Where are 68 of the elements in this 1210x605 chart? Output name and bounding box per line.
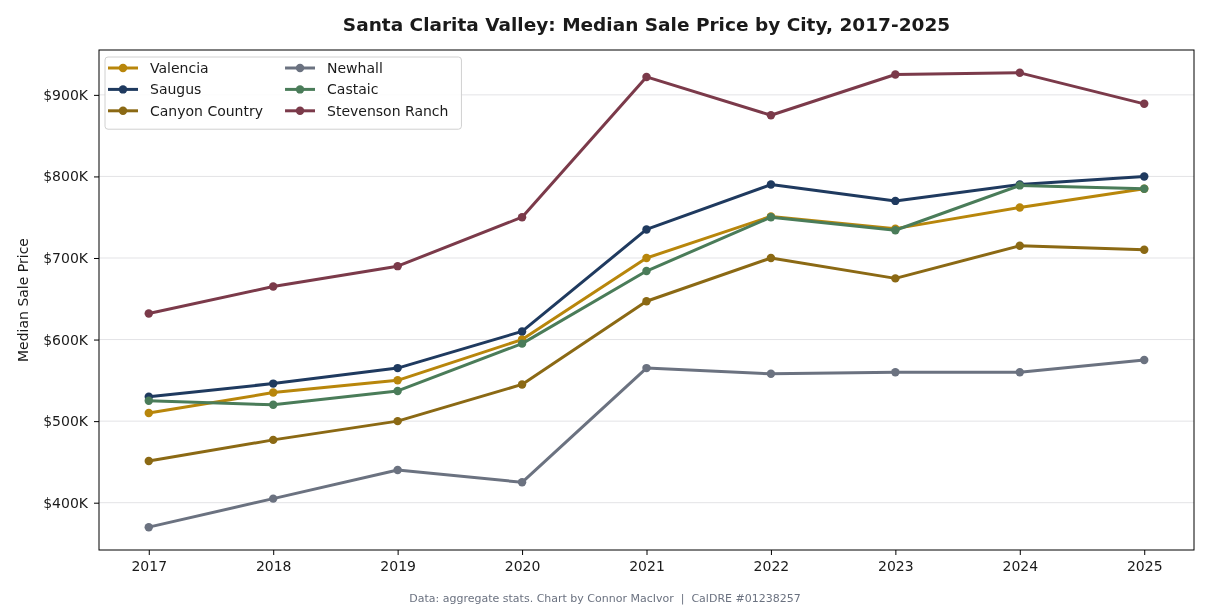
- point: [393, 416, 402, 426]
- chart-title: Santa Clarita Valley: Median Sale Price by City, 2017-2025: [342, 14, 951, 35]
- y-tick-label: $500K: [43, 413, 89, 430]
- point: [642, 297, 651, 306]
- y-tick-label: $800K: [43, 168, 89, 185]
- point: [517, 478, 527, 487]
- x-tick-label: 2023: [878, 557, 914, 574]
- point: [268, 282, 278, 291]
- y-tick-label: $600K: [43, 331, 89, 348]
- point: [1140, 355, 1149, 365]
- point: [642, 72, 651, 82]
- point: [393, 363, 402, 373]
- point: [766, 180, 776, 189]
- point: [268, 400, 278, 410]
- point: [766, 369, 776, 379]
- x-tick-label: 2021: [629, 557, 665, 574]
- point: [642, 266, 651, 276]
- point: [1015, 367, 1025, 377]
- point: [766, 253, 776, 263]
- text: Data: aggregate stats. Chart by Connor MacIvor | CalDRE #01238257: [409, 592, 801, 605]
- point: [144, 396, 153, 405]
- point: [268, 494, 278, 503]
- point: [517, 327, 527, 336]
- legend-label: Castaic: [327, 81, 379, 98]
- point: [517, 213, 527, 222]
- point: [642, 363, 651, 373]
- point: [642, 225, 651, 234]
- point: [144, 309, 153, 318]
- legend-label: Saugus: [150, 81, 202, 98]
- x-tick-label: 2018: [255, 557, 292, 574]
- point: [1140, 99, 1149, 109]
- point: [517, 339, 527, 348]
- point: [1140, 245, 1149, 255]
- point: [268, 388, 278, 397]
- point: [766, 111, 776, 120]
- legend-label: Stevenson Ranch: [327, 102, 449, 119]
- y-axis-title: Median Sale Price: [15, 238, 31, 362]
- point: [642, 253, 651, 263]
- point: [268, 435, 278, 445]
- legend-label: Valencia: [150, 60, 209, 76]
- point: [393, 465, 402, 475]
- point: [891, 367, 900, 377]
- point: [891, 70, 900, 79]
- point: [393, 386, 402, 396]
- point: [1140, 172, 1149, 181]
- point: [393, 376, 402, 385]
- x-tick-label: 2025: [1126, 557, 1163, 574]
- y-tick-label: $400K: [43, 494, 89, 511]
- point: [517, 380, 527, 389]
- point: [393, 261, 402, 271]
- x-tick-label: 2022: [753, 557, 790, 574]
- point: [891, 274, 900, 283]
- legend-label: Canyon Country: [150, 102, 264, 119]
- x-tick-label: 2024: [1002, 557, 1039, 574]
- point: [1015, 68, 1025, 78]
- y-tick-label: $900K: [43, 86, 89, 103]
- x-tick-label: 2019: [380, 557, 416, 574]
- point: [144, 522, 153, 532]
- x-tick-label: 2020: [504, 557, 541, 574]
- point: [144, 456, 153, 466]
- point: [1015, 203, 1025, 212]
- point: [144, 408, 153, 418]
- point: [891, 196, 900, 206]
- legend-label: Newhall: [327, 60, 383, 76]
- x-tick-label: 2017: [131, 557, 168, 574]
- point: [1015, 241, 1025, 250]
- y-tick-label: $700K: [43, 249, 89, 266]
- point: [268, 379, 278, 388]
